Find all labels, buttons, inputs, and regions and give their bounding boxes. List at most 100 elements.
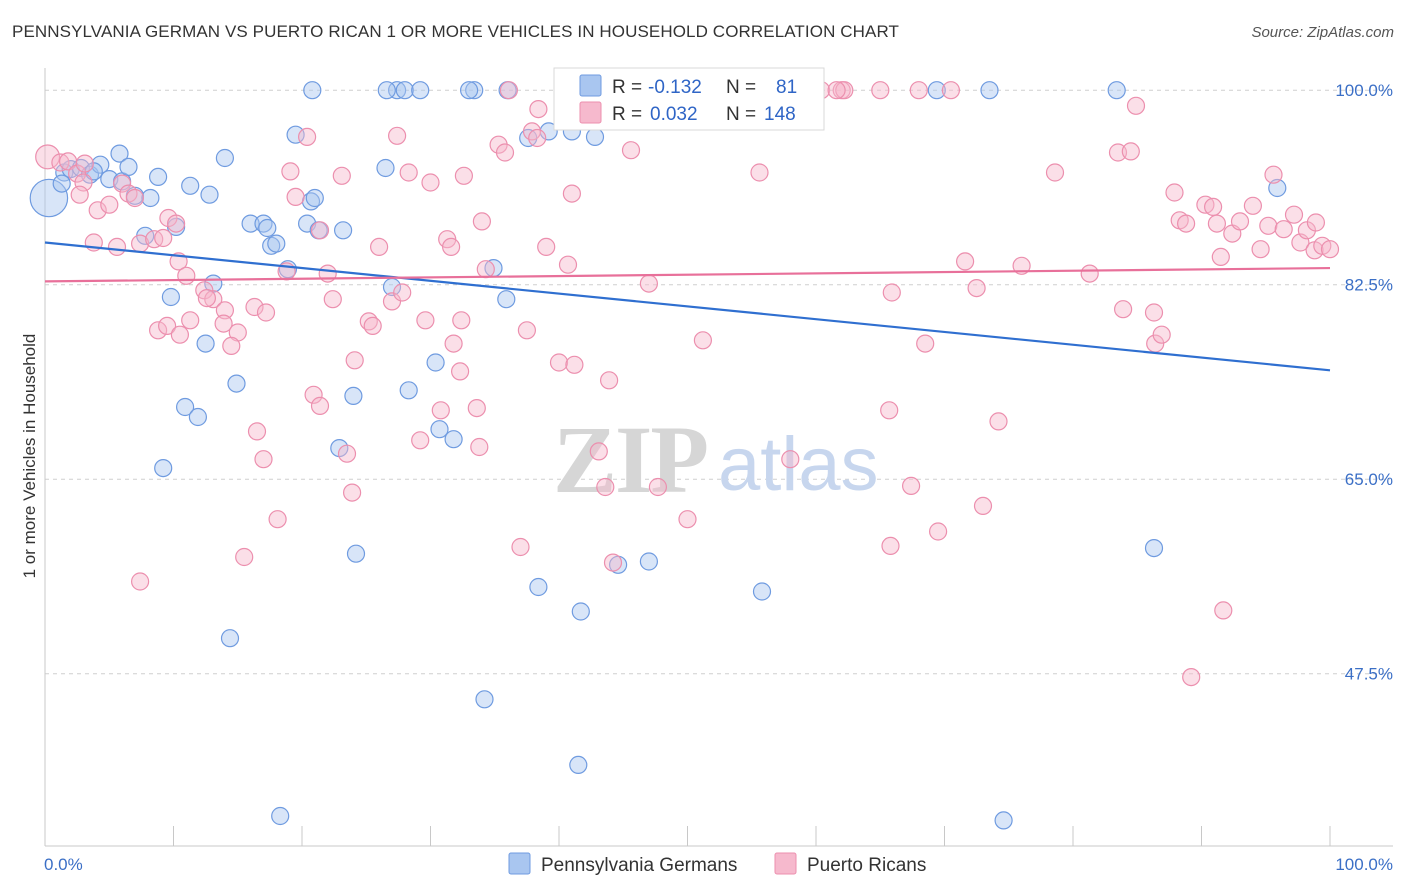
data-point-puerto-rican [204,290,223,309]
data-point-puerto-rican [529,99,548,119]
data-point-puerto-rican [603,553,623,572]
data-point-pennsylvania-german [181,176,200,195]
data-point-puerto-rican [421,173,440,192]
watermark: ZIP atlas [553,406,879,513]
data-point-puerto-rican [1230,212,1250,231]
legend-r-label-1: R = [612,104,642,125]
data-point-pennsylvania-german [376,158,395,178]
x-tick-label: 0.0% [44,855,83,874]
data-point-puerto-rican [1284,205,1304,224]
data-point-puerto-rican [214,314,233,333]
data-point-puerto-rican [181,311,200,330]
legend-swatch-pennsylvania-germans [579,74,602,97]
data-point-pennsylvania-german [286,125,305,144]
data-point-puerto-rican [247,422,267,441]
data-point-pennsylvania-german [200,185,219,204]
data-point-pennsylvania-german [91,155,110,174]
watermark-atlas: atlas [718,422,879,507]
data-point-puerto-rican [989,412,1008,431]
data-point-puerto-rican [1176,214,1196,233]
legend-r-value-1: 0.032 [650,104,698,125]
data-point-puerto-rican [589,442,608,461]
data-point-puerto-rican [528,128,547,148]
data-point-pennsylvania-german [196,334,215,353]
data-point-puerto-rican [177,266,196,285]
data-point-puerto-rican [197,289,216,308]
data-point-pennsylvania-german [994,811,1013,830]
data-point-pennsylvania-german [119,157,138,176]
watermark-zip: ZIP [553,406,707,513]
data-point-puerto-rican [70,185,89,204]
data-point-puerto-rican [343,483,362,502]
data-point-pennsylvania-german [271,806,290,826]
data-point-puerto-rican [596,477,615,497]
data-point-puerto-rican [154,228,173,248]
data-point-puerto-rican [170,325,189,344]
data-point-pennsylvania-german [460,81,479,100]
data-point-pennsylvania-german [154,459,173,478]
grid [45,89,1390,675]
data-point-puerto-rican [444,334,463,353]
y-tick-label: 47.5% [1345,665,1393,684]
data-point-puerto-rican [1320,240,1340,259]
data-point-puerto-rican [750,163,769,182]
y-tick-label: 65.0% [1345,470,1393,489]
data-point-puerto-rican [470,437,489,457]
data-point-puerto-rican [254,450,273,469]
data-point-puerto-rican [304,385,323,404]
data-point-puerto-rican [1211,247,1230,266]
data-point-pennsylvania-german [188,407,207,427]
data-point-puerto-rican [955,252,975,271]
data-point-puerto-rican [411,431,430,450]
data-point-puerto-rican [310,221,330,240]
legend-n-value-1: 148 [764,104,796,125]
data-point-pennsylvania-german [346,544,366,563]
data-point-puerto-rican [370,237,389,256]
data-point-pennsylvania-german [639,552,659,571]
trend-lines [44,241,1331,372]
data-point-puerto-rican [909,81,928,100]
y-tick-label: 82.5% [1345,276,1393,295]
data-point-puerto-rican [222,336,241,355]
data-point-pennsylvania-german [465,81,484,100]
axes [44,68,1393,847]
legend-n-value-0: 81 [776,77,797,98]
data-point-pennsylvania-german [1107,81,1126,100]
data-point-puerto-rican [880,401,899,420]
data-point-puerto-rican [245,297,264,317]
data-point-pennsylvania-german [227,374,246,393]
data-point-puerto-rican [565,355,584,374]
legend-n-label-0: N = [726,77,756,98]
data-point-puerto-rican [298,127,317,146]
data-point-pennsylvania-german [980,81,999,100]
x-tick-labels: 0.0% 100.0% [44,855,1393,874]
data-point-puerto-rican [363,316,382,335]
bottom-legend-label-pennsylvania-germans: Pennsylvania Germans [541,855,737,876]
data-point-pennsylvania-german [927,81,946,100]
y-tick-labels: 47.5% 65.0% 82.5% 100.0% [1335,81,1393,684]
data-point-puerto-rican [1152,325,1171,344]
data-point-puerto-rican [215,301,234,320]
data-point-puerto-rican [67,164,87,183]
data-point-pennsylvania-german [752,582,772,601]
data-point-puerto-rican [149,321,168,340]
data-point-puerto-rican [112,174,132,193]
data-point-puerto-rican [967,279,986,298]
data-point-pennsylvania-german [475,690,494,709]
data-point-puerto-rican [35,144,61,170]
data-point-puerto-rican [648,477,668,497]
data-point-pennsylvania-german [395,81,414,100]
data-point-puerto-rican [1108,143,1128,162]
data-point-pennsylvania-german [344,386,363,405]
data-point-puerto-rican [467,399,486,418]
bottom-legend-swatch-puerto-ricans [774,852,797,875]
data-point-pennsylvania-german [388,81,407,100]
data-point-puerto-rican [901,476,921,495]
legend-r-label-0: R = [612,77,642,98]
x-tick-label: 100.0% [1335,855,1393,874]
data-point-puerto-rican [1045,163,1065,182]
legend: R = -0.132 N = 81 R = 0.032 N = 148 [553,67,825,131]
data-point-puerto-rican [454,166,473,185]
data-point-puerto-rican [678,510,697,529]
